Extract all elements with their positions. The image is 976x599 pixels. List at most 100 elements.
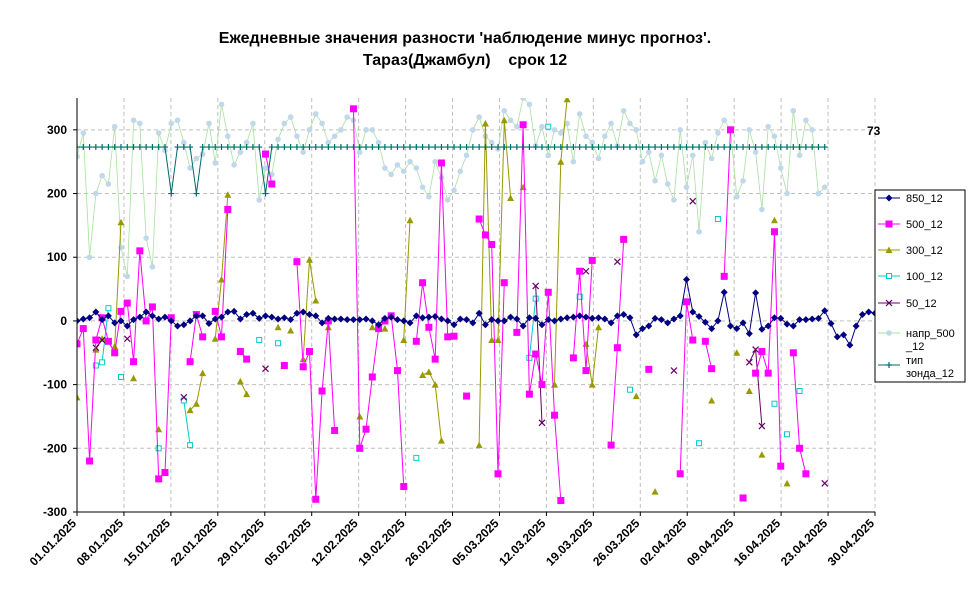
data-point-50_12 xyxy=(613,258,621,266)
data-point-tip_zonda_12 xyxy=(733,144,740,151)
data-point-napr_500_12 xyxy=(193,155,200,162)
data-point-500_12 xyxy=(475,215,483,223)
data-point-850_12 xyxy=(664,319,672,327)
data-point-napr_500_12 xyxy=(155,130,162,136)
data-point-napr_500_12 xyxy=(683,184,690,190)
data-point-100_12 xyxy=(576,293,583,300)
data-point-300_12 xyxy=(758,451,766,458)
data-point-tip_zonda_12 xyxy=(287,144,294,151)
data-point-500_12 xyxy=(770,228,778,236)
data-point-500_12 xyxy=(299,363,307,371)
data-point-850_12 xyxy=(538,321,546,329)
x-tick-label: 05.02.2025 xyxy=(261,516,314,569)
data-point-850_12 xyxy=(569,313,577,321)
data-point-500_12 xyxy=(293,258,301,266)
data-point-napr_500_12 xyxy=(696,228,702,235)
data-point-850_12 xyxy=(444,317,452,325)
data-point-tip_zonda_12 xyxy=(155,144,162,151)
data-point-tip_zonda_12 xyxy=(714,144,721,151)
data-point-tip_zonda_12 xyxy=(319,144,326,151)
data-point-300_12 xyxy=(425,368,433,375)
data-point-tip_zonda_12 xyxy=(375,144,382,151)
data-point-50_12 xyxy=(262,365,269,373)
data-point-850_12 xyxy=(406,319,414,327)
data-point-100_12 xyxy=(545,123,552,130)
data-point-napr_500_12 xyxy=(199,151,206,157)
data-point-500_12 xyxy=(412,337,420,345)
data-point-tip_zonda_12 xyxy=(614,144,621,151)
data-point-850_12 xyxy=(745,330,753,338)
data-point-tip_zonda_12 xyxy=(400,144,407,151)
data-point-850_12 xyxy=(846,341,854,349)
data-point-850_12 xyxy=(431,312,439,320)
data-point-100_12 xyxy=(155,445,162,452)
data-point-300_12 xyxy=(155,425,163,433)
data-point-100_12 xyxy=(526,354,533,361)
data-point-100_12 xyxy=(771,400,778,407)
data-point-tip_zonda_12 xyxy=(595,144,602,151)
legend-label-100_12: 100_12 xyxy=(906,271,943,283)
data-point-napr_500_12 xyxy=(218,101,225,108)
data-point-tip_zonda_12 xyxy=(111,144,118,151)
data-point-500_12 xyxy=(86,457,94,465)
data-point-tip_zonda_12 xyxy=(457,144,464,151)
data-point-300_12 xyxy=(211,335,219,342)
data-point-tip_zonda_12 xyxy=(180,144,187,151)
data-point-napr_500_12 xyxy=(796,152,803,159)
data-point-napr_500_12 xyxy=(564,120,570,127)
data-point-napr_500_12 xyxy=(595,155,602,162)
data-point-napr_500_12 xyxy=(463,152,470,159)
data-point-napr_500_12 xyxy=(294,133,300,140)
data-point-tip_zonda_12 xyxy=(80,144,87,151)
data-point-napr_500_12 xyxy=(627,120,633,127)
data-point-300_12 xyxy=(651,488,659,495)
data-point-850_12 xyxy=(814,314,822,322)
data-point-50_12 xyxy=(123,335,131,343)
data-point-tip_zonda_12 xyxy=(821,144,828,151)
data-point-napr_500_12 xyxy=(356,149,363,155)
data-point-850_12 xyxy=(400,317,408,325)
data-point-500_12 xyxy=(199,333,207,341)
data-point-tip_zonda_12 xyxy=(130,144,137,151)
data-point-napr_500_12 xyxy=(413,165,420,171)
data-point-500_12 xyxy=(538,381,546,389)
data-point-tip_zonda_12 xyxy=(205,144,212,151)
x-tick-label: 16.04.2025 xyxy=(731,516,784,569)
data-point-500_12 xyxy=(312,495,320,503)
data-point-tip_zonda_12 xyxy=(438,144,445,151)
data-point-napr_500_12 xyxy=(432,158,438,165)
data-point-tip_zonda_12 xyxy=(790,144,797,151)
data-point-napr_500_12 xyxy=(99,172,105,179)
data-point-napr_500_12 xyxy=(671,197,677,203)
data-point-napr_500_12 xyxy=(118,244,124,251)
data-point-300_12 xyxy=(192,400,200,407)
data-point-850_12 xyxy=(262,312,270,320)
x-tick-label: 12.02.2025 xyxy=(308,516,361,569)
data-point-850_12 xyxy=(142,308,150,316)
data-point-850_12 xyxy=(268,313,276,321)
data-point-500_12 xyxy=(613,344,621,352)
data-point-300_12 xyxy=(745,387,753,394)
legend-label-850_12: 850_12 xyxy=(906,193,943,205)
data-point-napr_500_12 xyxy=(558,130,564,136)
data-point-napr_500_12 xyxy=(306,127,313,133)
data-point-tip_zonda_12 xyxy=(488,144,495,151)
data-point-tip_zonda_12 xyxy=(551,144,558,151)
data-point-napr_500_12 xyxy=(677,127,684,133)
y-tick-label: 200 xyxy=(47,187,67,201)
data-point-300_12 xyxy=(243,390,251,398)
data-point-napr_500_12 xyxy=(331,133,338,140)
data-point-500_12 xyxy=(130,358,138,366)
data-point-100_12 xyxy=(714,216,721,223)
data-point-tip_zonda_12 xyxy=(256,144,263,151)
data-point-300_12 xyxy=(770,216,778,224)
data-point-napr_500_12 xyxy=(658,152,665,159)
data-point-tip_zonda_12 xyxy=(451,144,458,151)
data-point-850_12 xyxy=(236,315,244,323)
data-point-tip_zonda_12 xyxy=(218,144,225,151)
data-point-850_12 xyxy=(362,315,370,323)
data-point-napr_500_12 xyxy=(520,98,526,101)
data-point-850_12 xyxy=(720,288,728,296)
data-point-50_12 xyxy=(180,393,188,401)
data-point-tip_zonda_12 xyxy=(407,144,414,151)
